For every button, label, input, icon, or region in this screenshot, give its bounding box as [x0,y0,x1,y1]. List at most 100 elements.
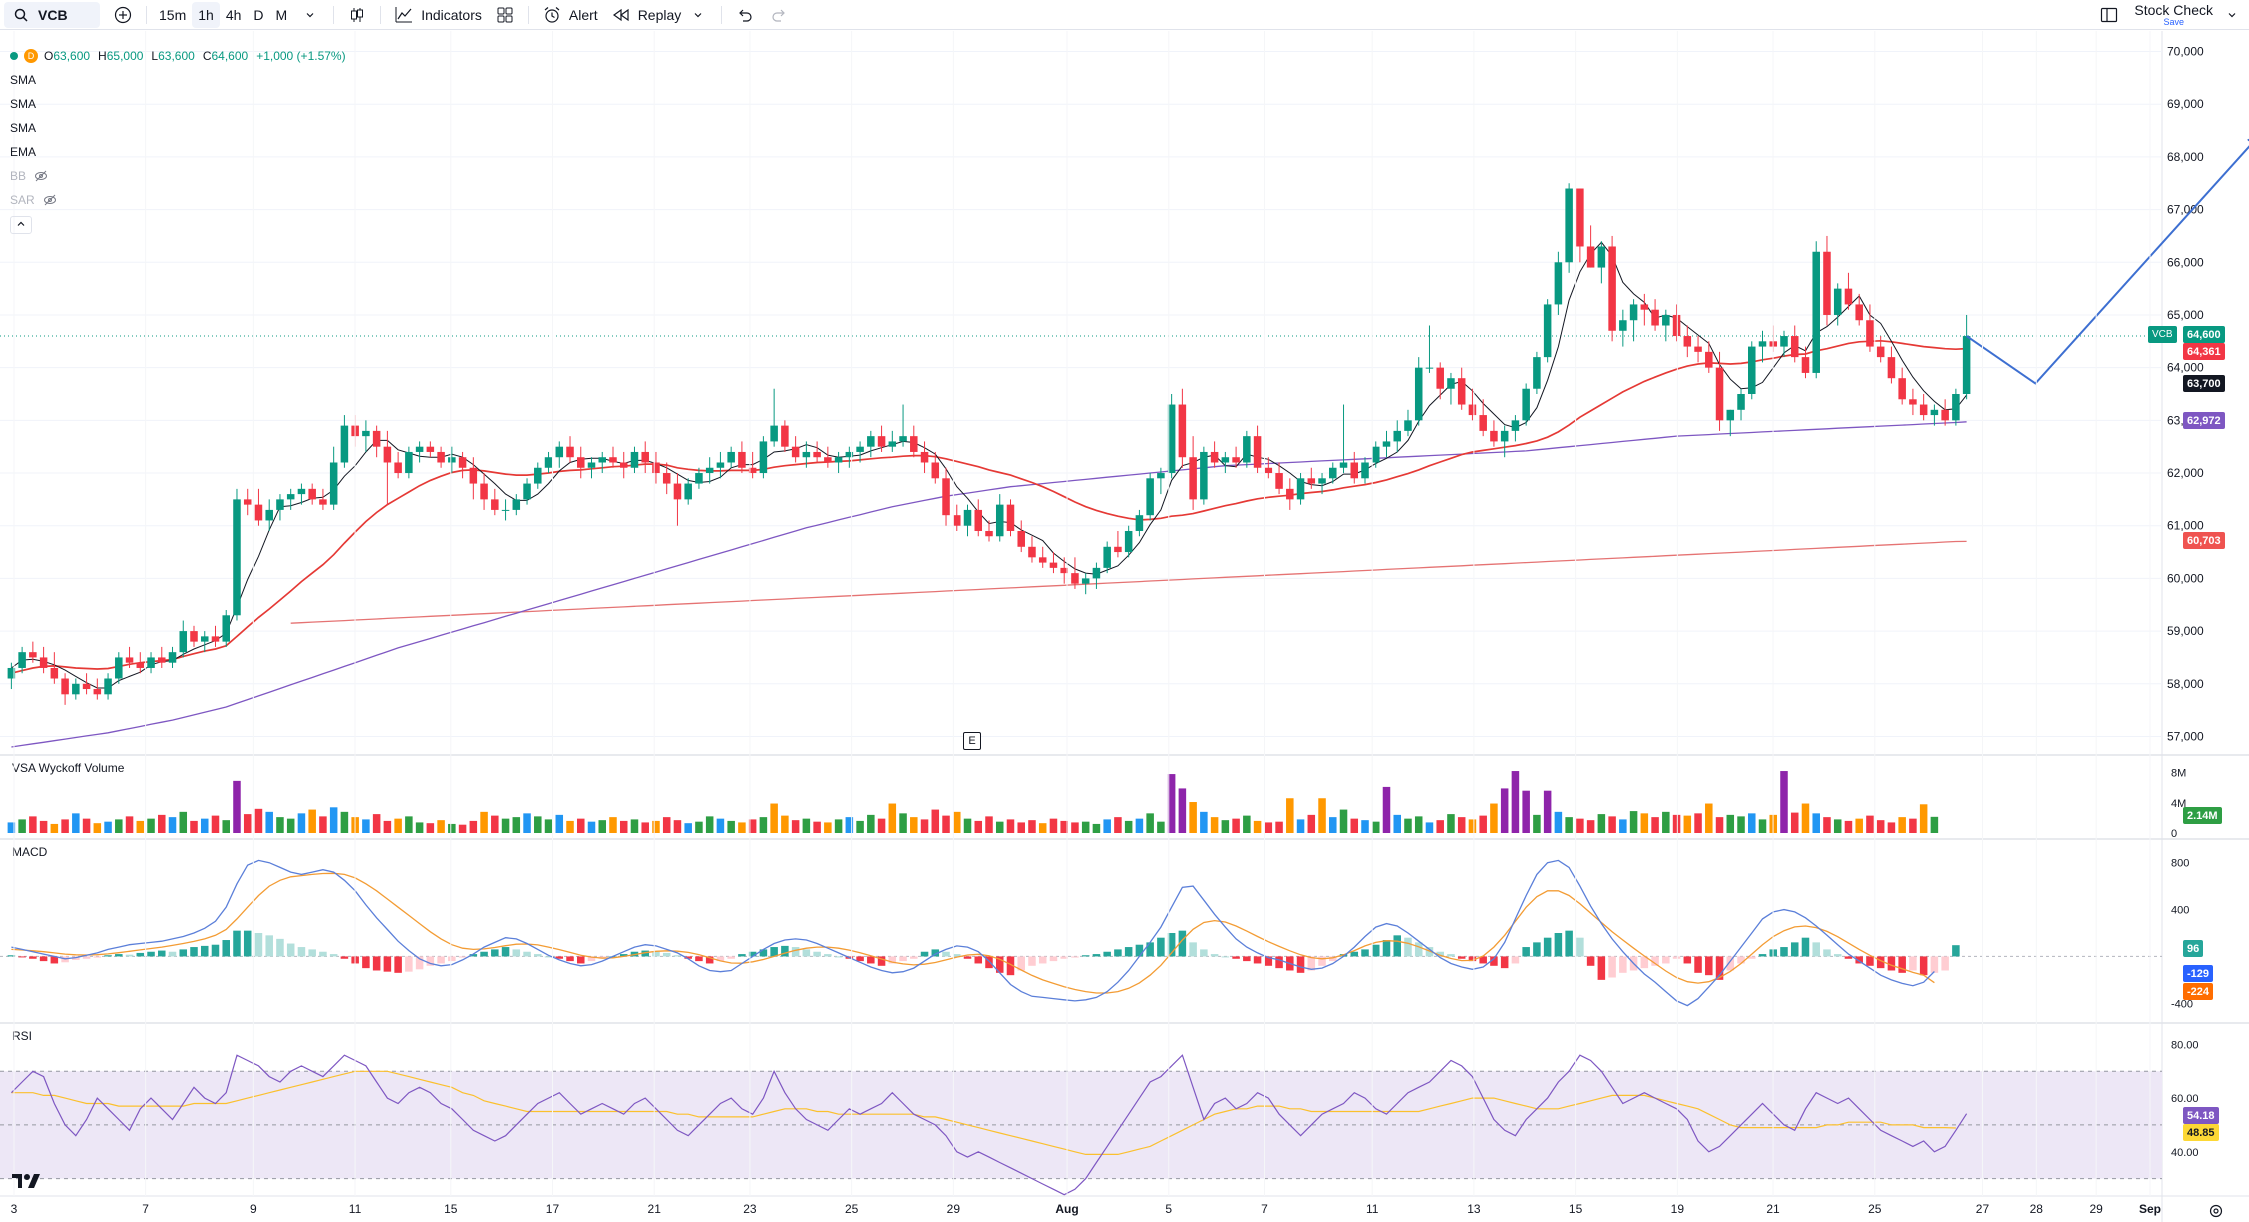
interval-15m[interactable]: 15m [159,6,187,23]
macd-hist-bar [566,956,574,962]
volume-bar [1866,815,1874,833]
ohlc-values: O63,600 H65,000 L63,600 C64,600 +1,000 (… [44,49,346,63]
macd-hist-bar [1167,933,1176,957]
candle-body [7,667,16,679]
interval-d[interactable]: D [253,6,264,23]
candle [727,446,735,468]
interval-dropdown-button[interactable] [293,2,327,28]
indicator-sma-3[interactable]: SMA [10,116,346,140]
close-label: C [202,49,212,63]
alert-button[interactable]: Alert [535,2,604,28]
candle-body [1339,462,1348,468]
candle-body [1930,409,1939,416]
volume-bar [834,819,843,833]
candle-body [534,467,542,484]
candle-body [781,425,789,447]
legend-collapse-button[interactable] [10,216,32,234]
macd-hist-bar [995,956,1004,973]
tradingview-logo-icon[interactable] [12,1170,44,1196]
templates-button[interactable] [488,2,522,28]
macd-hist-bar [319,951,327,957]
indicator-ema[interactable]: EMA [10,140,346,164]
compare-add-button[interactable] [106,2,140,28]
candle-body [824,457,832,463]
macd-hist-bar [619,954,628,957]
eye-hidden-icon[interactable] [34,169,48,183]
volume-bar [802,818,811,833]
macd-hist-bar [1533,942,1541,957]
candle [1092,562,1101,589]
candle [1361,457,1369,484]
macd-hist-bar [1178,930,1187,957]
candle-body [329,462,338,505]
volume-bar [1726,814,1735,833]
indicator-sar[interactable]: SAR [10,188,346,212]
price-tick-label: 68,000 [2167,150,2204,164]
volume-bar [1071,822,1079,833]
volume-bar [1425,822,1434,833]
volume-bar [1178,788,1187,833]
candle-body [1511,420,1520,431]
candle-body [1189,457,1197,500]
candle [1715,351,1724,431]
indicator-bb[interactable]: BB [10,164,346,188]
candle [1006,499,1015,537]
volume-bar [1597,814,1606,833]
candle [1586,225,1595,268]
sma-long-line [290,540,1967,624]
layout-name: Stock Check [2134,2,2213,18]
price-tick-label: 70,000 [2167,45,2204,59]
chart-canvas[interactable]: 70,000 69,000 68,000 67,000 66,000 65,000 64,0… [0,31,2249,1222]
earnings-marker[interactable]: E [963,732,981,750]
chart-type-button[interactable] [340,2,374,28]
interval-1h[interactable]: 1h [192,1,220,28]
symbol-search[interactable]: VCB [4,1,100,28]
volume-bar [383,820,392,833]
time-tick-label: 29 [2089,1202,2103,1216]
undo-button[interactable] [728,2,762,28]
candle-body [727,451,735,463]
volume-bar [1672,814,1681,833]
volume-bar [1898,817,1906,833]
interval-4h[interactable]: 4h [225,6,242,23]
indicators-button[interactable]: Indicators [387,2,488,28]
replay-button[interactable]: Replay [604,2,716,28]
time-axis-settings-button[interactable] [2208,1203,2224,1222]
redo-button[interactable] [762,2,796,28]
volume-bar [974,820,983,833]
candle-body [748,467,757,474]
macd-hist-bar [1619,956,1627,973]
candle [265,499,273,531]
candle [1694,336,1702,363]
indicator-sma-1[interactable]: SMA [10,68,346,92]
macd-hist-bar [168,951,177,957]
candle-body [179,631,188,653]
macd-signal-tag: -224 [2183,983,2214,1000]
indicator-sma-2[interactable]: SMA [10,92,346,116]
interval-m[interactable]: M [275,6,288,23]
candle-body [1028,546,1036,558]
ohlc-row: D O63,600 H65,000 L63,600 C64,600 +1,000… [10,44,346,68]
layout-button[interactable] [2092,2,2126,28]
candle [1952,388,1960,426]
candle [1576,188,1584,263]
candle [1844,272,1853,310]
candle-body [1715,367,1724,421]
volume-bar [136,820,145,833]
eye-hidden-icon[interactable] [43,193,57,207]
candle-body [523,483,531,500]
candle [1307,467,1316,489]
candle [652,451,660,484]
candle [555,441,564,468]
macd-hist-bar [1307,956,1316,971]
chevron-down-icon[interactable] [2221,4,2243,26]
top-toolbar: VCB 15m 1h 4h D M Indicator [0,0,2249,30]
volume-bar [716,818,725,833]
macd-hist-bar [985,956,993,969]
candle [630,446,639,474]
macd-hist-bar [576,956,585,964]
volume-bar [362,819,370,833]
volume-bar [1307,814,1316,833]
volume-bar [1748,813,1756,833]
layout-name-button[interactable]: Stock Check Save [2134,3,2213,27]
